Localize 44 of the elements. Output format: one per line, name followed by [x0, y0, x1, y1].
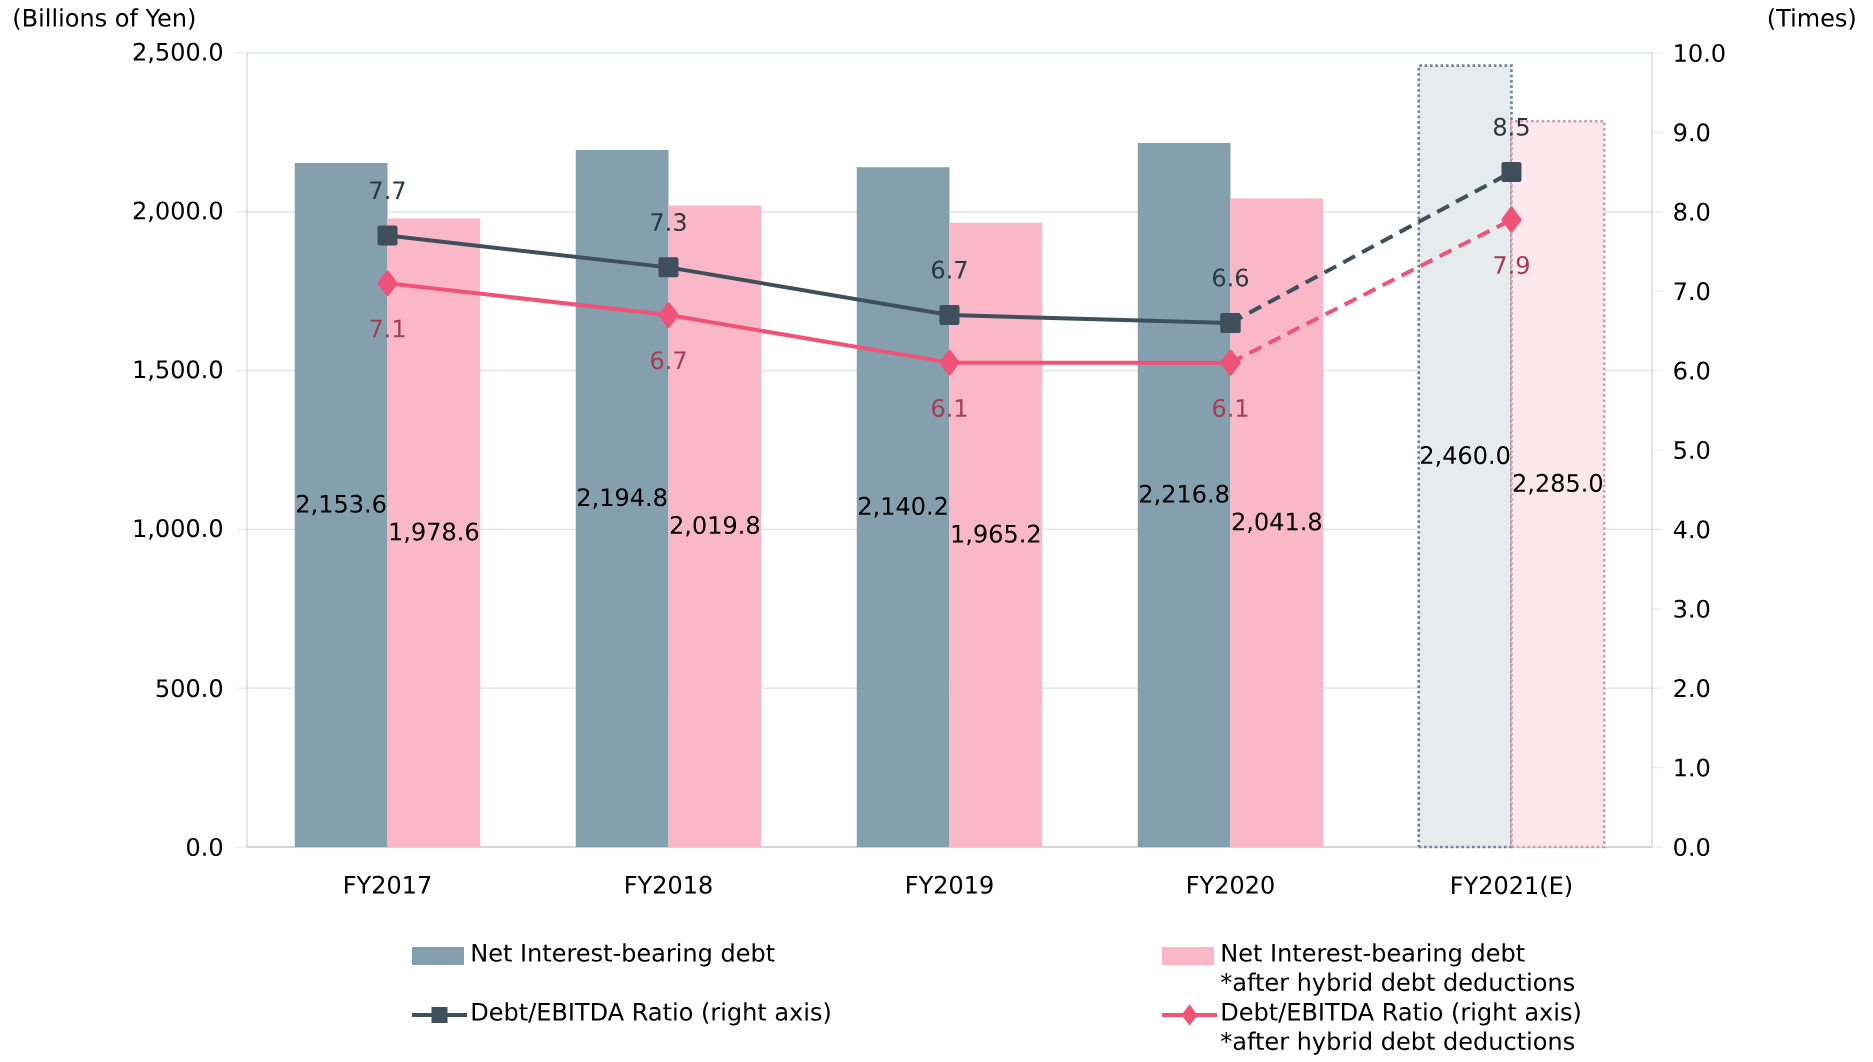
y2-tick-label: 9.0 — [1674, 123, 1710, 142]
y2-tick-label: 0.0 — [1674, 837, 1710, 857]
data-label: 7.3 — [651, 212, 686, 232]
y2-tick-label: 5.0 — [1674, 440, 1710, 460]
y2-axis-title: (Times) — [1768, 8, 1855, 30]
x-tick-label: FY2020 — [1188, 875, 1274, 894]
data-label: 7.7 — [370, 181, 405, 200]
data-label: 6.6 — [1213, 268, 1249, 287]
data-label: 2,285.0 — [1513, 473, 1603, 495]
y-tick-label: 0.0 — [187, 837, 223, 857]
data-label: 2,194.8 — [578, 488, 667, 509]
y2-tick-label: 3.0 — [1674, 599, 1710, 618]
data-label: 6.7 — [932, 260, 967, 279]
y-tick-label: 2,000.0 — [133, 201, 223, 223]
y2-tick-label: 7.0 — [1674, 282, 1710, 301]
y2-tick-label: 10.0 — [1675, 43, 1725, 63]
y2-tick-label: 2.0 — [1674, 679, 1710, 698]
data-label: 8.5 — [1494, 117, 1529, 136]
data-label: 7.9 — [1494, 255, 1529, 275]
data-label: 2,140.2 — [859, 496, 947, 518]
x-tick-label: FY2019 — [907, 875, 993, 894]
y-tick-label: 2,500.0 — [133, 42, 223, 64]
data-label: 2,019.8 — [670, 515, 759, 537]
x-tick-label: FY2021(E) — [1452, 875, 1572, 898]
legend-label: Net Interest-bearing debt *after hybrid debt deductions — [1220, 943, 1574, 996]
y-tick-label: 1,000.0 — [134, 519, 223, 540]
x-tick-label: FY2017 — [345, 875, 431, 894]
legend-label: Net Interest-bearing debt — [472, 943, 775, 967]
y2-tick-label: 6.0 — [1674, 361, 1710, 380]
legend-label: Debt/EBITDA Ratio (right axis) *after hybrid debt deductions — [1220, 1002, 1580, 1055]
data-label: 2,460.0 — [1421, 446, 1510, 467]
y2-tick-label: 4.0 — [1673, 520, 1710, 539]
y-tick-label: 1,500.0 — [134, 360, 223, 381]
y2-tick-label: 8.0 — [1674, 202, 1710, 221]
y-tick-label: 500.0 — [156, 679, 223, 698]
y-axis-title: (Billions of Yen) — [14, 8, 195, 30]
x-tick-label: FY2018 — [626, 875, 712, 894]
data-label: 2,216.8 — [1140, 484, 1229, 506]
data-label: 1,965.2 — [952, 524, 1040, 546]
data-label: 1,978.6 — [390, 522, 479, 544]
y2-tick-label: 1.0 — [1675, 758, 1710, 777]
data-label: 2,153.6 — [297, 494, 386, 516]
legend-label: Debt/EBITDA Ratio (right axis) — [472, 1002, 830, 1026]
data-label: 2,041.8 — [1232, 512, 1321, 534]
